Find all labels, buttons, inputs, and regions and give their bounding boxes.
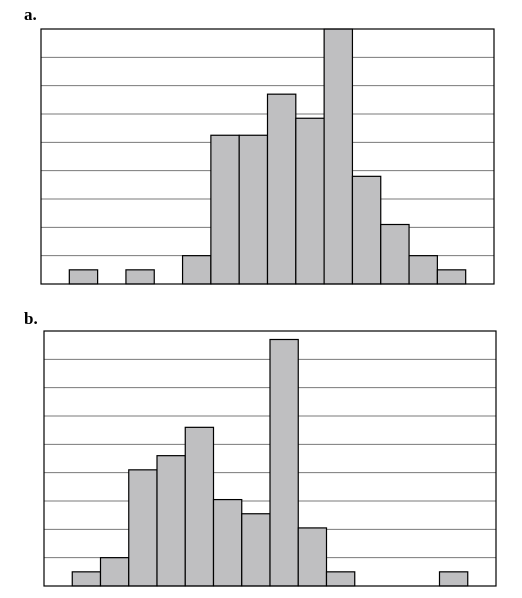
panel-label-a: a.	[24, 5, 37, 24]
bar-b-6	[212, 498, 243, 587]
bar-a-8	[266, 93, 297, 285]
bar-b-7	[241, 513, 271, 587]
bar-b-4	[156, 455, 186, 587]
plot-frame-b	[43, 330, 497, 587]
bar-b-5	[184, 426, 215, 587]
bar-a-12	[380, 223, 410, 285]
panel-label-b: b.	[24, 309, 38, 328]
bar-a-7	[238, 134, 269, 285]
bar-a-13	[408, 255, 438, 285]
bar-b-14	[438, 571, 469, 587]
bar-b-10	[325, 571, 356, 587]
bar-b-3	[128, 469, 158, 587]
bar-b-9	[297, 527, 328, 587]
plot-frame-a	[40, 28, 495, 285]
bar-a-5	[181, 255, 212, 285]
bar-a-10	[323, 28, 354, 285]
bar-b-1	[71, 571, 102, 587]
bar-b-8	[269, 338, 299, 587]
bar-b-2	[99, 557, 130, 587]
